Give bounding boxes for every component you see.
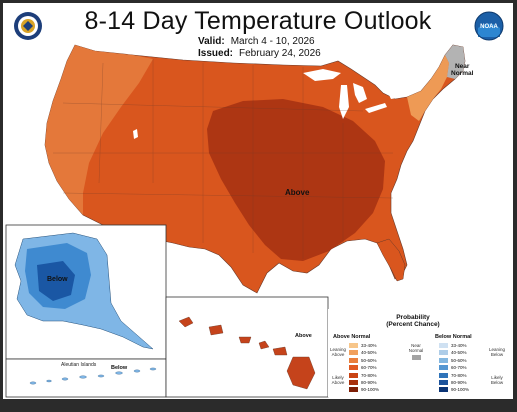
aleutian-inset-frame (5, 358, 167, 398)
alaska-core-region (37, 261, 75, 301)
lake-ontario (389, 93, 403, 99)
lake-huron (353, 83, 367, 103)
legend-leaning-above: Leaning Above (329, 347, 347, 357)
legend-above-range-3: 50-60% (361, 357, 377, 363)
aleutian-islands (29, 367, 157, 385)
legend-below-swatch-1 (439, 343, 448, 348)
legend-below-swatch-6 (439, 380, 448, 385)
near-normal-line2: Normal (451, 70, 474, 77)
legend-below-range-1: 33-40% (451, 343, 467, 348)
legend-below-swatch-3 (439, 357, 448, 363)
issued-date: Issued: February 24, 2026 (198, 48, 321, 59)
legend-title-line2: (Percent Chance) (386, 321, 440, 328)
leaning-above-line2: Above (331, 352, 345, 357)
lake-superior (303, 69, 341, 81)
legend-likely-below: Likely Below (487, 375, 507, 385)
legend-below-range-6: 80-90% (451, 380, 467, 385)
outlook-map-panel: NOAA 8-14 Day Temperature Outlook Valid:… (3, 3, 513, 399)
issued-value: February 24, 2026 (239, 48, 321, 59)
legend-leaning-below: Leaning Below (487, 347, 507, 357)
legend-above-range-6: 80-90% (361, 380, 377, 385)
conus-west-lighter (45, 45, 153, 215)
legend-above-range-5: 70-80% (361, 372, 377, 378)
legend-above-swatch-4 (349, 365, 358, 371)
maine-near-normal (445, 45, 465, 79)
legend-above-range-7: 90-100% (361, 387, 380, 393)
valid-label: Valid: (198, 36, 225, 47)
map-title: 8-14 Day Temperature Outlook (84, 7, 432, 35)
alaska-below-label: Below (47, 276, 68, 283)
svg-text:NOAA: NOAA (480, 24, 498, 30)
legend-panel (328, 309, 511, 397)
legend-above-range-1: 33-40% (361, 343, 377, 348)
above-main-label: Above (285, 188, 310, 197)
legend-title: Probability (Percent Chance) (373, 314, 453, 328)
legend-above-swatch-2 (349, 350, 358, 356)
legend-above-swatch-1 (349, 343, 358, 348)
legend-likely-above: Likely Above (329, 375, 347, 385)
near-normal-line1: Near (454, 63, 470, 70)
core-above-region (207, 99, 385, 261)
legend-below-header: Below Normal (435, 334, 472, 340)
aleutian-label: Aleutian Islands (61, 362, 97, 368)
noaa-logo-icon: NOAA (474, 11, 504, 41)
likely-above-line2: Above (331, 380, 345, 385)
hawaii-above-label: Above (295, 333, 312, 339)
legend-near-header: Near Normal (407, 343, 425, 353)
lake-erie (365, 103, 387, 113)
likely-above-line1: Likely (332, 375, 344, 380)
northeast-leaning (407, 55, 449, 121)
legend-below-range-3: 50-60% (451, 357, 467, 363)
legend-title-line1: Probability (396, 314, 430, 321)
legend-below-range-5: 70-80% (451, 372, 467, 378)
legend-above-swatch-3 (349, 357, 358, 363)
leaning-below-line1: Leaning (488, 347, 506, 352)
legend-near-line1: Near (411, 343, 421, 348)
legend-above-header: Above Normal (333, 334, 371, 340)
legend-above-swatch-6 (349, 380, 358, 385)
bottom-strip (0, 399, 517, 412)
legend-above-swatch-5 (349, 372, 358, 378)
doc-seal-icon (14, 12, 42, 40)
valid-dates: Valid: March 4 - 10, 2026 (198, 36, 315, 47)
valid-value: March 4 - 10, 2026 (230, 36, 315, 47)
aleutian-below-label: Below (111, 365, 128, 371)
legend-below-range-2: 40-50% (451, 350, 467, 356)
legend-below-swatch-5 (439, 372, 448, 378)
legend-below-range-7: 90-100% (451, 387, 470, 393)
leaning-above-line1: Leaning (329, 347, 347, 352)
legend-above-range-2: 40-50% (361, 350, 377, 356)
legend-below-swatch-7 (439, 387, 448, 393)
legend-above-swatch-7 (349, 387, 358, 393)
legend-near-line2: Normal (408, 348, 424, 353)
leaning-below-line2: Below (490, 352, 504, 357)
legend-below-swatch-4 (439, 365, 448, 371)
great-salt-lake (133, 129, 138, 139)
hawaii-islands (178, 316, 316, 390)
state-borders (53, 59, 394, 259)
legend-below-range-4: 60-70% (451, 365, 467, 371)
legend-above-range-4: 60-70% (361, 365, 377, 371)
likely-below-line2: Below (490, 380, 504, 385)
likely-below-line1: Likely (491, 375, 503, 380)
map-graphic (5, 44, 511, 398)
legend-below-swatch-2 (439, 350, 448, 356)
legend-near-swatch (412, 355, 421, 360)
near-normal-label: Near Normal (451, 63, 473, 77)
issued-label: Issued: (198, 48, 234, 59)
florida (376, 238, 406, 282)
